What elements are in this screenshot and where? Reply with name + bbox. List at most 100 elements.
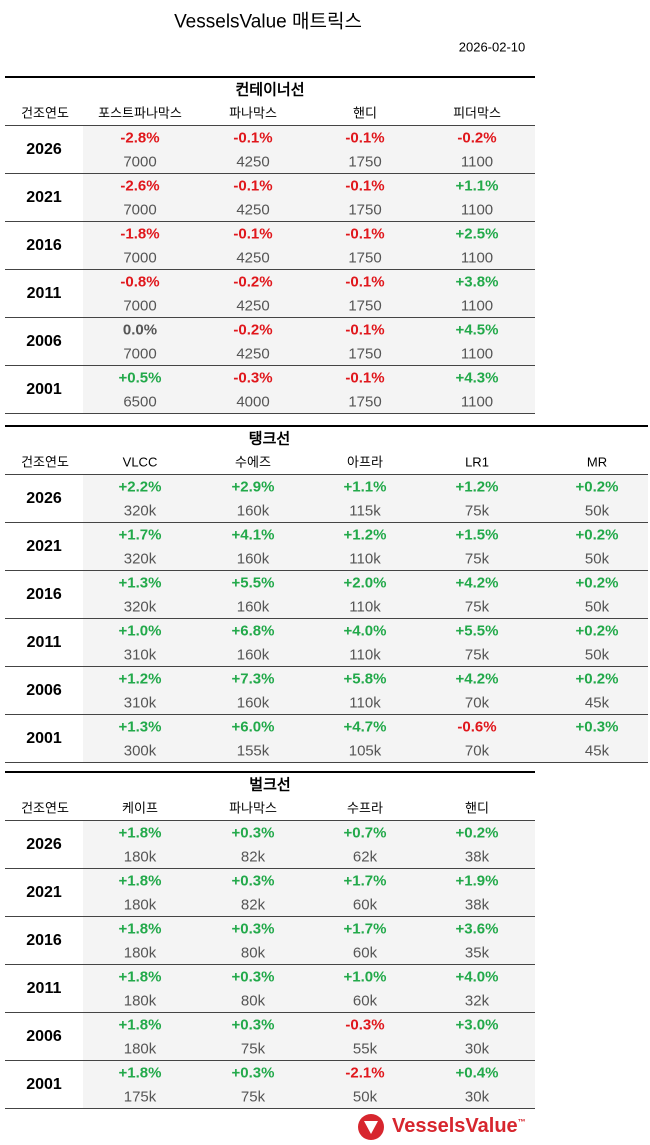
value: 62k xyxy=(352,848,378,866)
year: 2026 xyxy=(26,141,62,158)
change: +1.2% xyxy=(343,526,387,544)
year: 2021 xyxy=(26,884,62,901)
value: 1100 xyxy=(460,201,494,219)
column-header: 파나막스 xyxy=(229,105,277,121)
value: 110k xyxy=(349,598,381,616)
change: -0.6% xyxy=(457,718,497,736)
value: 180k xyxy=(123,848,157,866)
section-rule xyxy=(5,771,535,773)
value: 7000 xyxy=(123,153,157,171)
change: +0.2% xyxy=(455,824,499,842)
row-rule xyxy=(5,618,648,619)
value: 60k xyxy=(352,896,378,914)
row-rule xyxy=(5,570,648,571)
row-rule xyxy=(5,868,535,869)
row-bg xyxy=(83,917,535,964)
change: +1.8% xyxy=(118,920,162,938)
change: +1.8% xyxy=(118,968,162,986)
change: +1.8% xyxy=(118,1064,162,1082)
change: 0.0% xyxy=(122,321,158,339)
row-bg xyxy=(83,174,535,221)
value: 50k xyxy=(352,1088,378,1106)
row-rule xyxy=(5,916,535,917)
value: 4250 xyxy=(236,153,270,171)
row-bg xyxy=(83,1013,535,1060)
value: 38k xyxy=(464,896,490,914)
row-rule xyxy=(5,221,535,222)
change: -0.1% xyxy=(345,129,385,147)
value: 80k xyxy=(240,992,266,1010)
change: +2.2% xyxy=(118,478,162,496)
column-header: 포스트파나막스 xyxy=(98,105,182,121)
value: 1750 xyxy=(348,249,382,267)
change: +1.1% xyxy=(343,478,387,496)
change: +3.0% xyxy=(455,1016,499,1034)
value: 75k xyxy=(464,646,490,664)
change: +4.1% xyxy=(231,526,275,544)
row-rule xyxy=(5,365,535,366)
year: 2016 xyxy=(26,932,62,949)
year: 2001 xyxy=(26,1076,62,1093)
value: 115k xyxy=(349,502,381,520)
column-header: 아프라 xyxy=(347,454,383,470)
change: -0.8% xyxy=(120,273,160,291)
change: +0.2% xyxy=(575,478,619,496)
change: -2.1% xyxy=(345,1064,385,1082)
value: 160k xyxy=(236,550,270,568)
change: +7.3% xyxy=(231,670,275,688)
change: -2.8% xyxy=(120,129,160,147)
change: +0.5% xyxy=(118,369,162,387)
change: -0.1% xyxy=(345,177,385,195)
change: +4.0% xyxy=(455,968,499,986)
logo: VesselsValue™ xyxy=(392,1115,526,1138)
year: 2011 xyxy=(26,285,62,302)
value: 1100 xyxy=(460,153,494,171)
change: +1.7% xyxy=(343,872,387,890)
row-bg xyxy=(83,523,648,570)
value: 155k xyxy=(236,742,270,760)
change: +5.8% xyxy=(343,670,387,688)
column-header: 파나막스 xyxy=(229,800,277,816)
header-rule xyxy=(5,125,535,126)
value: 30k xyxy=(464,1040,490,1058)
row-bg xyxy=(83,619,648,666)
value: 1100 xyxy=(460,345,494,363)
value: 7000 xyxy=(123,297,157,315)
change: +0.3% xyxy=(575,718,619,736)
header-rule xyxy=(5,474,648,475)
value: 4250 xyxy=(236,201,270,219)
value: 1100 xyxy=(460,297,494,315)
row-rule xyxy=(5,1108,535,1109)
year: 2006 xyxy=(26,1028,62,1045)
row-rule xyxy=(5,714,648,715)
column-header: 수에즈 xyxy=(235,454,271,470)
change: +6.0% xyxy=(231,718,275,736)
value: 7000 xyxy=(123,201,157,219)
value: 50k xyxy=(584,598,610,616)
value: 75k xyxy=(464,502,490,520)
header-rule xyxy=(5,820,535,821)
value: 4250 xyxy=(236,345,270,363)
change: -0.1% xyxy=(345,321,385,339)
row-rule xyxy=(5,762,648,763)
change: -0.2% xyxy=(457,129,497,147)
value: 38k xyxy=(464,848,490,866)
row-bg xyxy=(83,571,648,618)
change: +1.9% xyxy=(455,872,499,890)
row-rule xyxy=(5,173,535,174)
row-rule xyxy=(5,522,648,523)
change: -0.3% xyxy=(345,1016,385,1034)
change: +4.5% xyxy=(455,321,499,339)
year: 2026 xyxy=(26,490,62,507)
value: 75k xyxy=(240,1040,266,1058)
value: 70k xyxy=(464,742,490,760)
column-header: 수프라 xyxy=(347,800,383,816)
year: 2006 xyxy=(26,333,62,350)
value: 6500 xyxy=(123,393,157,411)
value: 300k xyxy=(123,742,157,760)
change: +4.2% xyxy=(455,574,499,592)
row-bg xyxy=(83,1061,535,1108)
value: 45k xyxy=(584,742,610,760)
change: +1.3% xyxy=(118,718,162,736)
